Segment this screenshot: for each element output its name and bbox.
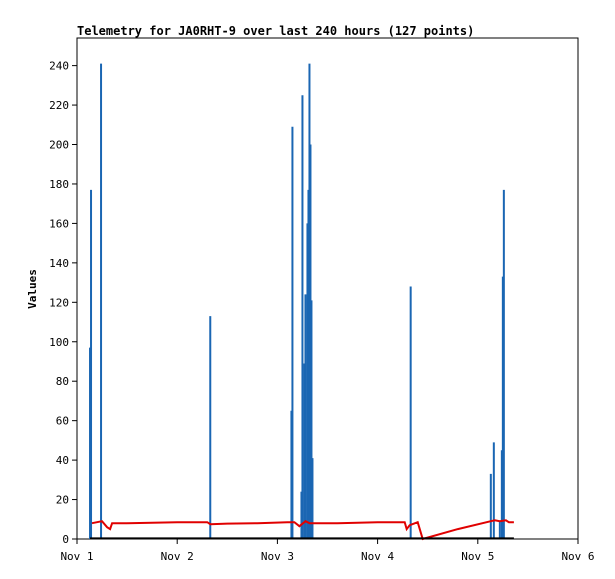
y-tick-label: 20: [56, 494, 69, 507]
x-tick-label: Nov 3: [261, 550, 294, 563]
x-axis-ticks: Nov 1 Nov 2 Nov 3 Nov 4 Nov 5 Nov 6: [60, 539, 595, 563]
x-tick-label: Nov 5: [461, 550, 494, 563]
y-tick-label: 100: [49, 336, 69, 349]
series-line: [91, 519, 514, 541]
series-layer: [89, 63, 514, 541]
x-tick-label: Nov 4: [361, 550, 394, 563]
x-tick-label: Nov 1: [60, 550, 93, 563]
y-axis-ticks: 0 20 40 60 80 100 120 140 160 180 200 220 240: [49, 60, 77, 546]
chart-title: Telemetry for JA0RHT-9 over last 240 hou…: [77, 24, 475, 38]
y-tick-label: 180: [49, 178, 69, 191]
y-axis-label: Values: [26, 269, 39, 309]
series-1: [91, 519, 514, 541]
y-tick-label: 0: [62, 533, 69, 546]
y-tick-label: 160: [49, 217, 69, 230]
x-tick-label: Nov 2: [161, 550, 194, 563]
y-tick-label: 40: [56, 454, 69, 467]
series-0: [89, 63, 505, 539]
y-tick-label: 80: [56, 375, 69, 388]
y-tick-label: 140: [49, 257, 69, 270]
y-tick-label: 240: [49, 60, 69, 73]
y-tick-label: 200: [49, 139, 69, 152]
x-tick-label: Nov 6: [561, 550, 594, 563]
y-tick-label: 120: [49, 296, 69, 309]
y-tick-label: 60: [56, 415, 69, 428]
y-tick-label: 220: [49, 99, 69, 112]
